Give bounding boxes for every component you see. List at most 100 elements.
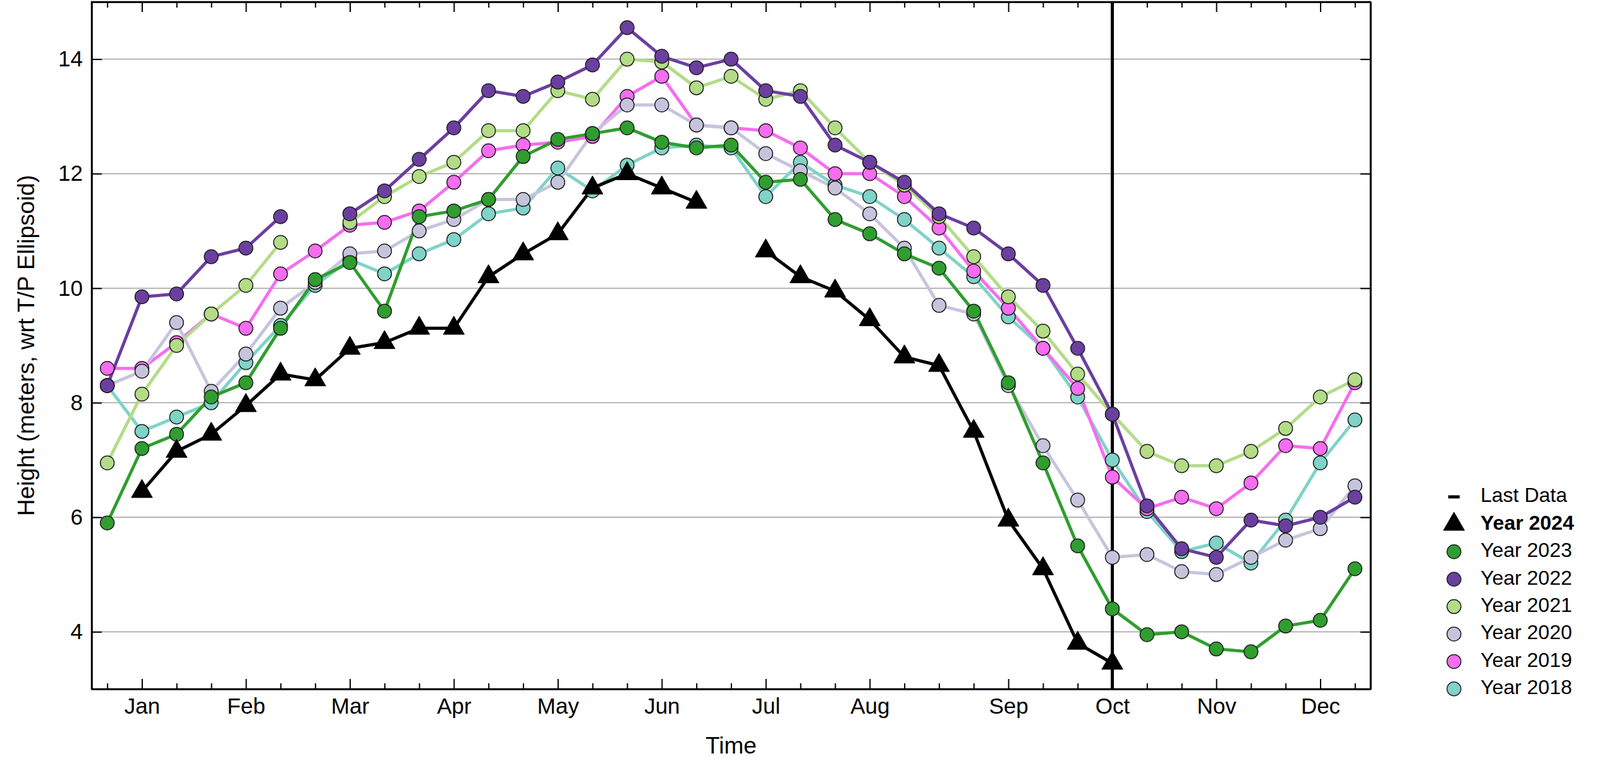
data-point (1209, 501, 1224, 516)
tick (1077, 683, 1079, 690)
legend-swatch (1447, 572, 1461, 587)
tick-mark (106, 683, 109, 690)
data-point (862, 155, 877, 170)
data-point (547, 221, 569, 241)
data-point (1278, 438, 1293, 453)
tick (592, 683, 593, 690)
tick (1008, 1, 1009, 13)
data-point (1347, 490, 1362, 505)
data-point (897, 175, 912, 190)
grid-line (91, 402, 1371, 404)
series-line (107, 27, 1356, 558)
tick-mark (1360, 402, 1371, 404)
tick-mark (245, 1, 247, 13)
tick-mark (557, 1, 559, 13)
tick-label: Dec (1300, 693, 1341, 719)
tick (107, 1, 109, 8)
data-point (1278, 519, 1293, 533)
tick-mark (1077, 683, 1079, 690)
data-point (1070, 539, 1085, 554)
series-line (107, 76, 1356, 509)
data-point (134, 441, 149, 456)
data-point (1139, 498, 1154, 513)
data-point (620, 120, 635, 135)
data-point (931, 261, 946, 275)
tick-mark (1360, 287, 1371, 289)
tick-mark (834, 1, 836, 8)
data-point (931, 241, 946, 256)
last-data-line (1110, 1, 1114, 690)
tick-label: 12 (58, 160, 83, 186)
series-line (107, 127, 1356, 652)
tick: 6 (70, 504, 102, 530)
data-point (928, 353, 950, 372)
data-point (1174, 624, 1189, 639)
data-point (897, 247, 912, 262)
tick-mark (696, 1, 698, 8)
tick (696, 1, 698, 8)
tick-label: Apr (436, 693, 472, 719)
data-point (724, 69, 739, 84)
legend-swatch (1443, 512, 1465, 531)
data-point (1036, 455, 1051, 470)
data-point (1036, 341, 1051, 356)
data-point (758, 189, 773, 204)
legend-swatch (1447, 599, 1461, 614)
tick-mark (141, 678, 143, 690)
data-point (862, 189, 877, 204)
data-point (585, 58, 600, 73)
data-point (550, 161, 565, 176)
tick-label: Nov (1196, 693, 1237, 719)
data-point (724, 52, 739, 67)
tick (280, 683, 282, 690)
data-point (100, 378, 115, 393)
tick (1251, 1, 1252, 8)
series-markers (100, 120, 1363, 659)
tick-mark (1146, 1, 1149, 8)
tick-mark (488, 1, 490, 8)
data-point (620, 20, 635, 35)
data-point (308, 244, 323, 258)
tick-mark (453, 678, 455, 690)
data-point (790, 264, 812, 284)
legend-swatch (1448, 495, 1460, 499)
tick-mark (91, 517, 102, 519)
tick-mark (1042, 683, 1044, 690)
tick-mark (627, 1, 629, 8)
tick-mark (91, 173, 102, 175)
tick (800, 683, 801, 690)
tick-mark (592, 1, 594, 8)
series-markers (100, 97, 1363, 582)
data-point (654, 97, 669, 112)
data-point (1209, 536, 1224, 550)
data-point (689, 118, 704, 133)
data-point (169, 338, 184, 353)
tick-mark (903, 683, 906, 690)
data-point (824, 278, 846, 298)
tick-mark (800, 683, 802, 690)
tick-mark (903, 1, 906, 8)
data-point (1209, 550, 1224, 565)
data-point (100, 515, 115, 530)
data-point (1036, 324, 1051, 339)
data-point (308, 272, 323, 287)
data-point (1347, 561, 1362, 576)
tick-mark (869, 1, 871, 13)
tick-label: Sep (988, 693, 1028, 719)
data-point (1139, 547, 1154, 562)
tick: Mar (331, 678, 370, 719)
data-point (1244, 476, 1259, 490)
data-point (481, 83, 496, 98)
series-line (141, 173, 1112, 664)
data-point (931, 298, 946, 313)
tick (696, 683, 698, 690)
tick-mark (1146, 683, 1149, 690)
data-point (585, 126, 600, 141)
data-point (1174, 564, 1189, 579)
data-point (654, 69, 669, 84)
data-point (446, 155, 461, 170)
tick-mark (557, 678, 559, 690)
data-point (793, 172, 808, 187)
tick (1354, 1, 1356, 8)
tick (731, 683, 733, 690)
